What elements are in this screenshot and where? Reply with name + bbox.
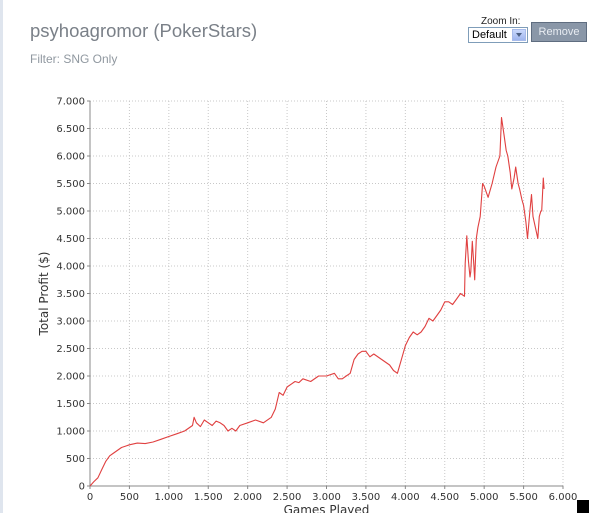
y-tick-label: 4.000 — [56, 262, 85, 273]
x-tick-label: 3.500 — [352, 492, 381, 503]
black-marker — [577, 500, 589, 513]
y-tick-label: 2.000 — [56, 372, 85, 383]
x-axis-label: Games Played — [284, 503, 370, 513]
y-tick-label: 3.000 — [56, 317, 85, 328]
y-axis-label: Total Profit ($) — [37, 252, 51, 337]
left-border — [0, 0, 3, 513]
series-line — [89, 116, 545, 487]
x-tick-label: 5.500 — [509, 492, 538, 503]
y-tick-label: 5.500 — [56, 179, 85, 190]
x-tick-label: 6.000 — [549, 492, 578, 503]
x-tick-label: 3.000 — [312, 492, 341, 503]
x-tick-label: 4.000 — [391, 492, 420, 503]
x-tick-label: 0 — [87, 492, 93, 503]
y-tick-label: 1.500 — [56, 399, 85, 410]
y-tick-label: 2.500 — [56, 344, 85, 355]
x-tick-label: 1.500 — [194, 492, 223, 503]
zoom-label: Zoom In: — [481, 16, 521, 27]
remove-button[interactable]: Remove — [531, 22, 587, 42]
x-tick-label: 4.500 — [430, 492, 459, 503]
x-tick-label: 500 — [120, 492, 139, 503]
y-tick-label: 0 — [79, 482, 85, 493]
y-tick-label: 4.500 — [56, 234, 85, 245]
y-tick-label: 500 — [66, 454, 85, 465]
y-tick-label: 6.500 — [56, 124, 85, 135]
x-tick-label: 1.000 — [155, 492, 184, 503]
y-tick-label: 3.500 — [56, 289, 85, 300]
zoom-select-value: Default — [472, 29, 507, 41]
x-tick-label: 2.000 — [233, 492, 262, 503]
y-tick-label: 7.000 — [56, 97, 85, 108]
y-tick-label: 1.000 — [56, 427, 85, 438]
page-title: psyhoagromor (PokerStars) — [30, 20, 258, 41]
x-tick-label: 2.500 — [273, 492, 302, 503]
x-tick-label: 5.000 — [470, 492, 499, 503]
zoom-select[interactable]: Default — [468, 27, 528, 43]
filter-label: Filter: SNG Only — [30, 52, 118, 66]
y-tick-label: 6.000 — [56, 152, 85, 163]
chevron-down-icon[interactable] — [512, 29, 526, 41]
y-tick-label: 5.000 — [56, 207, 85, 218]
